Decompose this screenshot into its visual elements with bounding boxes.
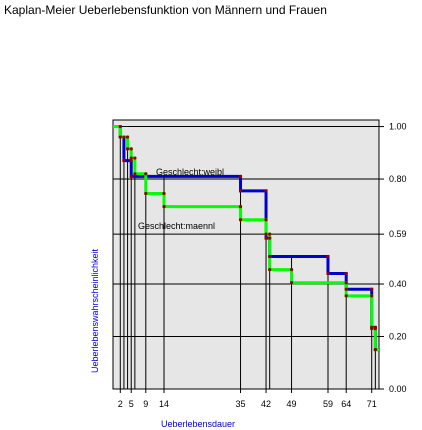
event-marker-0-7a — [326, 254, 330, 259]
event-marker-1-3b — [129, 156, 133, 160]
plot-area — [112, 119, 380, 390]
x-tick-label-4: 35 — [236, 399, 246, 409]
event-marker-1-5b — [144, 191, 148, 196]
event-marker-1-2a — [125, 135, 130, 139]
event-marker-1-11a — [344, 281, 348, 285]
event-marker-1-13a — [373, 327, 377, 331]
x-tick-label-1: 5 — [129, 399, 134, 409]
event-marker-1-12b — [370, 327, 374, 331]
y-axis-ticks: 0.00 0.20 0.40 0.59 0.80 1.00 — [379, 122, 407, 394]
series-lines — [113, 125, 379, 352]
event-marker-0-5b — [264, 236, 268, 240]
series-line-1 — [113, 125, 379, 352]
event-markers — [118, 124, 377, 352]
event-marker-0-8b — [344, 287, 348, 291]
x-tick-label-7: 59 — [323, 399, 333, 409]
event-marker-1-1a — [118, 124, 122, 129]
y-tick-label-5: 1.00 — [389, 122, 407, 132]
y-axis-label: Ueberlebenswahrscheinlichkeit — [90, 248, 100, 373]
event-marker-1-10b — [289, 281, 294, 285]
event-marker-1-1b — [118, 135, 122, 139]
event-marker-1-2b — [125, 147, 130, 151]
y-tick-label-3: 0.59 — [389, 229, 407, 239]
event-marker-1-4b — [133, 172, 137, 176]
event-marker-1-6a — [162, 191, 166, 196]
annotation-maennl: Geschlecht:maennl — [138, 221, 215, 231]
x-tick-label-6: 49 — [287, 399, 297, 409]
x-axis-ticks: 2 5 9 14 35 42 49 59 64 71 — [118, 389, 377, 409]
event-marker-1-4a — [133, 156, 137, 160]
y-tick-label-4: 0.80 — [389, 174, 407, 184]
x-tick-label-9: 71 — [367, 399, 377, 409]
event-marker-0-2b — [122, 159, 126, 163]
annotation-weibl: Geschlecht:weibl — [156, 167, 224, 177]
x-tick-label-2: 9 — [143, 399, 148, 409]
event-marker-0-3b — [129, 174, 133, 179]
y-tick-label-0: 0.00 — [389, 384, 407, 394]
chart-title: Kaplan-Meier Ueberlebensfunktion von Män… — [4, 3, 327, 17]
event-marker-0-5a — [264, 189, 268, 193]
event-marker-1-5a — [144, 172, 148, 176]
x-tick-label-8: 64 — [341, 399, 351, 409]
event-marker-1-6b — [162, 205, 166, 209]
event-marker-1-13b — [373, 348, 377, 352]
event-marker-1-8b — [264, 232, 268, 236]
event-marker-0-9a — [370, 287, 374, 291]
event-marker-1-11b — [344, 294, 348, 298]
event-marker-0-2a — [122, 135, 126, 139]
event-marker-0-6a — [268, 236, 272, 240]
event-marker-1-10a — [289, 267, 294, 272]
event-marker-1-7a — [238, 205, 243, 209]
y-tick-label-2: 0.40 — [389, 279, 407, 289]
x-tick-label-3: 14 — [159, 399, 169, 409]
x-tick-label-0: 2 — [118, 399, 123, 409]
event-marker-1-9a — [268, 232, 272, 236]
event-marker-1-3a — [129, 147, 133, 151]
event-marker-0-4b — [238, 189, 243, 193]
y-tick-label-1: 0.20 — [389, 332, 407, 342]
event-marker-0-6b — [268, 254, 272, 259]
event-marker-1-8a — [264, 218, 268, 222]
event-marker-0-8a — [344, 271, 348, 276]
event-marker-0-4a — [238, 174, 243, 179]
event-marker-1-12a — [370, 294, 374, 298]
x-tick-label-5: 42 — [261, 399, 271, 409]
event-drop-lines — [119, 137, 376, 389]
x-axis-label: Ueberlebensdauer — [161, 419, 235, 429]
event-marker-0-3a — [129, 159, 133, 163]
event-marker-1-9b — [268, 267, 272, 272]
event-marker-0-7b — [326, 271, 330, 276]
event-marker-1-7b — [238, 218, 243, 222]
